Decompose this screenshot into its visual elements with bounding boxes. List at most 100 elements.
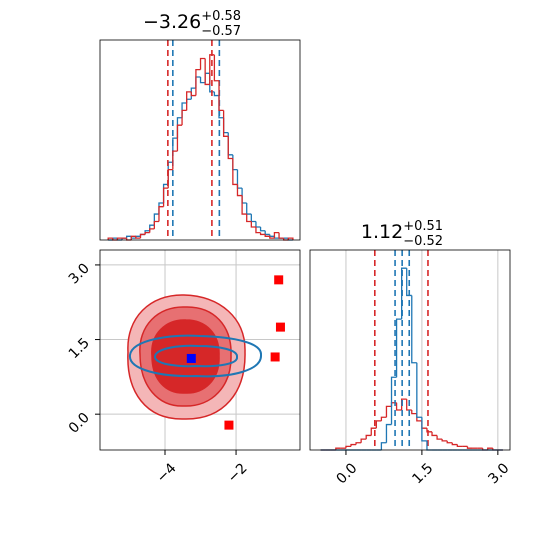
- contour-level: [154, 344, 238, 368]
- histogram-step: [259, 232, 266, 236]
- histogram-step: [406, 268, 412, 297]
- histogram-step: [204, 72, 210, 83]
- histogram-step: [287, 237, 294, 240]
- marker: [186, 353, 196, 363]
- histogram-step: [273, 231, 280, 239]
- histogram-step: [222, 110, 229, 137]
- histogram-step: [250, 221, 256, 228]
- histogram-step: [385, 405, 392, 418]
- contours: [127, 294, 263, 420]
- histogram-step: [264, 234, 270, 237]
- histogram-step: [153, 220, 159, 229]
- histogram-step: [176, 117, 183, 139]
- histogram-step: [199, 57, 206, 70]
- histogram-step: [246, 214, 252, 223]
- histogram-step: [186, 91, 192, 111]
- x-tick-label: 0.0: [334, 460, 361, 487]
- panel-title: 1.12+0.51 −0.52: [361, 219, 443, 249]
- histogram-step: [199, 77, 206, 84]
- histogram-step: [385, 423, 392, 443]
- histogram-step: [269, 234, 275, 237]
- histogram-step: [278, 232, 284, 239]
- histogram-step: [181, 109, 187, 126]
- y-tick-label: 3.0: [66, 260, 93, 287]
- histogram-step: [431, 431, 438, 437]
- histogram-step: [209, 54, 215, 85]
- marker: [270, 352, 280, 362]
- histogram-step: [144, 231, 150, 235]
- histogram-step: [153, 213, 159, 226]
- title-value: −3.26: [143, 11, 201, 33]
- histogram-step: [149, 224, 155, 231]
- histogram-step: [380, 416, 387, 421]
- histogram-step: [446, 440, 453, 444]
- histogram-step: [411, 410, 417, 415]
- histogram-step: [390, 376, 397, 425]
- panel-title: −3.26+0.58 −0.57: [143, 9, 241, 39]
- axes-frame: [309, 249, 511, 451]
- x-tick-label: 3.0: [485, 460, 512, 487]
- histogram-step: [130, 235, 136, 240]
- x-tick-label: 1.5: [409, 460, 436, 487]
- histogram-step: [421, 420, 427, 429]
- histogram-step: [195, 68, 201, 96]
- histogram-step: [236, 169, 243, 189]
- histogram-step: [345, 445, 352, 449]
- histogram-step: [375, 420, 382, 429]
- histogram-step: [259, 227, 266, 232]
- histogram-step: [176, 124, 183, 152]
- histogram-step: [400, 398, 407, 410]
- histogram-step: [213, 91, 220, 97]
- marker: [275, 322, 285, 332]
- histogram-step: [107, 237, 113, 240]
- title-lower: −0.52: [403, 234, 443, 249]
- histogram-step: [139, 233, 146, 239]
- histogram-step: [365, 434, 372, 440]
- y-tick-label: 0.0: [66, 410, 93, 437]
- histogram-step: [380, 442, 387, 450]
- histogram-step: [236, 184, 243, 197]
- histogram-step: [135, 236, 141, 239]
- histogram-step: [186, 98, 192, 103]
- title-upper: +0.58: [201, 9, 241, 24]
- histogram-step: [116, 237, 123, 240]
- histogram-step: [250, 214, 256, 223]
- histogram-step: [149, 228, 155, 233]
- histogram-step: [360, 438, 367, 443]
- histogram-step: [436, 435, 443, 440]
- histogram-step: [421, 417, 427, 442]
- histogram-step: [195, 76, 201, 89]
- histogram-step: [416, 362, 422, 418]
- histogram-step: [222, 117, 229, 134]
- x-tick-label: −4: [154, 460, 180, 486]
- histogram-step: [227, 132, 233, 156]
- y-tick-label: 1.5: [66, 335, 93, 362]
- title-value: 1.12: [361, 221, 403, 243]
- histogram-step: [125, 235, 132, 239]
- histogram-step: [158, 206, 164, 222]
- histogram-step: [370, 427, 377, 436]
- histogram-step: [241, 195, 247, 215]
- histogram-step: [204, 58, 210, 86]
- title-lower: −0.57: [201, 24, 241, 39]
- axes-frame: [99, 39, 301, 241]
- x-tick-label: −2: [225, 460, 251, 486]
- histogram-step: [232, 154, 238, 171]
- histogram-step: [232, 158, 238, 186]
- histogram-step: [466, 446, 473, 449]
- histogram-step: [158, 202, 164, 215]
- histogram-step: [190, 87, 196, 100]
- histogram-step: [264, 230, 270, 236]
- histogram-step: [395, 318, 402, 378]
- histogram-step: [218, 80, 224, 112]
- histogram-step: [213, 54, 220, 82]
- histogram-step: [395, 402, 402, 411]
- marker: [274, 275, 284, 285]
- contour-level: [151, 319, 220, 394]
- histogram-step: [451, 442, 458, 446]
- marker: [224, 420, 234, 430]
- axes-frame: [99, 249, 301, 451]
- histogram-step: [273, 236, 280, 239]
